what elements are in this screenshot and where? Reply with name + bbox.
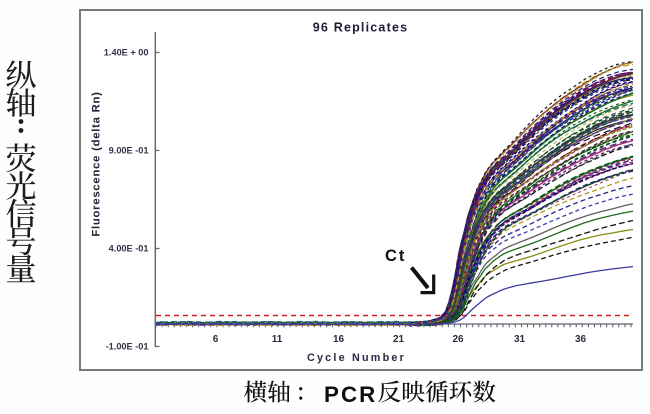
svg-text:PCR: PCR — [324, 382, 377, 407]
svg-text:Ct: Ct — [385, 247, 406, 265]
svg-text:9.00E -01: 9.00E -01 — [109, 146, 149, 156]
svg-text:96 Replicates: 96 Replicates — [313, 21, 409, 35]
svg-text:11: 11 — [272, 334, 283, 345]
svg-text:36: 36 — [575, 334, 587, 345]
svg-text:21: 21 — [393, 334, 405, 345]
svg-text:-1.00E -01: -1.00E -01 — [106, 342, 149, 352]
svg-text:31: 31 — [514, 334, 526, 345]
svg-text:26: 26 — [452, 334, 464, 345]
svg-text:Fluorescence (delta Rn): Fluorescence (delta Rn) — [91, 91, 103, 236]
svg-text:Cycle Number: Cycle Number — [307, 352, 406, 364]
svg-text:1.40E + 00: 1.40E + 00 — [104, 48, 149, 58]
svg-text:6: 6 — [213, 334, 219, 345]
svg-text:4.00E -01: 4.00E -01 — [109, 244, 149, 254]
svg-text:16: 16 — [333, 334, 345, 345]
